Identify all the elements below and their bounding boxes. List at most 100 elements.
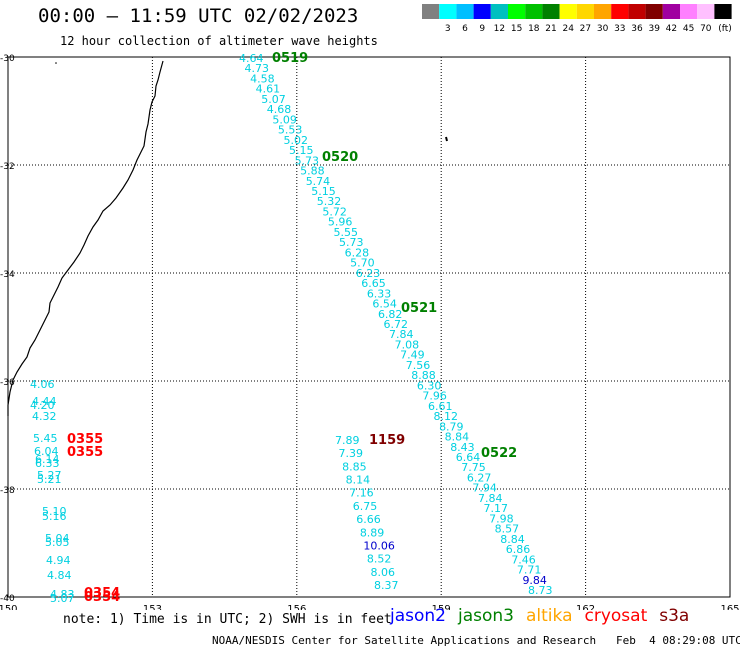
map-subtitle: 12 hour collection of altimeter wave hei…: [60, 34, 378, 48]
swh-label: 5.15: [289, 144, 314, 157]
swh-label: 7.84: [389, 328, 414, 341]
colorbar-label: 33: [614, 24, 625, 34]
legend-cryosat: cryosat: [584, 606, 648, 626]
colorbar-swatch: [525, 4, 543, 19]
swh-label: 5.96: [328, 216, 353, 229]
swh-label: 8.88: [411, 369, 436, 382]
swh-label: 7.56: [406, 359, 431, 372]
swh-label: 7.08: [395, 338, 420, 351]
swh-label: 6.33: [367, 287, 392, 300]
colorbar-swatch: [680, 4, 698, 19]
swh-label: 5.15: [311, 185, 336, 198]
swh-label: 5.02: [283, 134, 308, 147]
swh-label: 5.74: [306, 175, 331, 188]
swh-label: 5.53: [278, 124, 303, 137]
longitude-label: 162: [576, 604, 595, 610]
map-frame: [7, 56, 731, 598]
swh-label: 8.43: [450, 441, 475, 454]
swh-label: 7.75: [461, 461, 486, 474]
swh-label: 5.09: [272, 113, 297, 126]
pass-time-label: 0521: [401, 301, 437, 316]
latitude-label: -38: [0, 486, 15, 496]
swh-label: 8.37: [374, 579, 399, 592]
swh-label: 8.85: [342, 460, 367, 473]
swh-label: 5.45: [33, 432, 58, 445]
swh-label: 5.72: [322, 205, 347, 218]
swh-label: 6.33: [35, 457, 60, 470]
swh-label: 8.06: [370, 566, 395, 579]
swh-label: 6.54: [372, 298, 397, 311]
colorbar-label: 39: [648, 24, 660, 34]
swh-label: 6.82: [378, 308, 403, 321]
longitude-label: 165: [720, 604, 739, 610]
colorbar-label: 70: [700, 24, 712, 34]
latitude-label: -40: [0, 594, 15, 604]
colorbar-label: 15: [511, 24, 522, 34]
swh-label: 5.10: [42, 505, 67, 518]
swh-label: 7.98: [489, 512, 514, 525]
swh-label: 5.73: [295, 154, 320, 167]
swh-label: 5.73: [339, 236, 364, 249]
colorbar-label: 24: [562, 24, 574, 34]
swh-label: 4.32: [32, 410, 57, 423]
pass-time-label: 0520: [322, 150, 358, 165]
island-marker: [445, 136, 448, 142]
swh-label: 6.61: [428, 400, 453, 413]
colorbar-label: 30: [597, 24, 609, 34]
colorbar-swatch: [473, 4, 491, 19]
colorbar-label: 27: [580, 24, 591, 34]
swh-label: 7.94: [472, 482, 497, 495]
swh-label: 4.61: [256, 83, 281, 96]
swh-label: 6.72: [384, 318, 409, 331]
swh-label: 8.84: [445, 431, 470, 444]
swh-label: 6.14: [35, 453, 60, 466]
swh-label: 4.58: [250, 72, 275, 85]
pass-time-label: 0354: [84, 590, 120, 605]
latitude-label: -34: [0, 270, 15, 280]
swh-label: 8.84: [500, 533, 525, 546]
swh-label: 6.75: [353, 500, 378, 513]
swh-label: 5.07: [261, 93, 286, 106]
legend-s3a: s3a: [659, 606, 690, 626]
swh-label: 6.66: [356, 513, 381, 526]
colorbar-swatch: [422, 4, 440, 19]
swh-label: 4.94: [46, 554, 71, 567]
swh-label: 7.96: [422, 390, 447, 403]
swh-label: 6.04: [34, 445, 59, 458]
swh-label: 7.17: [484, 502, 509, 515]
swh-label: 4.83: [50, 588, 75, 601]
altimeter-map: 150 153 156 159 162 165 -30 -32 -34 -36 -38 -40 4.64…: [0, 51, 740, 610]
colorbar-swatch: [456, 4, 474, 19]
swh-label: 6.65: [361, 277, 386, 290]
pass-time-label: 0355: [67, 432, 103, 447]
swh-label: 5.55: [333, 226, 358, 239]
colorbar-swatch: [697, 4, 715, 19]
swh-label: 7.89: [335, 434, 360, 447]
swh-label: 4.06: [30, 378, 55, 391]
swh-label: 6.64: [456, 451, 481, 464]
swh-label: 5.16: [42, 510, 67, 523]
swh-label: 4.44: [32, 395, 57, 408]
swh-label: 6.27: [467, 471, 492, 484]
swh-label: 5.70: [350, 257, 375, 270]
swh-label: 8.79: [439, 420, 464, 433]
colorbar-swatch: [559, 4, 577, 19]
swh-label: 7.39: [339, 447, 364, 460]
longitude-label: 156: [287, 604, 306, 610]
swh-label: 10.06: [363, 539, 395, 552]
pass-time-label: 1159: [369, 433, 405, 448]
swh-label: 4.20: [30, 399, 55, 412]
longitude-label: 150: [0, 604, 18, 610]
island-dot: [55, 62, 57, 64]
swh-label: 8.12: [434, 410, 459, 423]
swh-label: 5.04: [45, 532, 70, 545]
colorbar-label: 6: [462, 24, 468, 34]
coastline: [7, 60, 164, 416]
swh-label: 6.28: [345, 246, 370, 259]
swh-label: 7.49: [400, 349, 425, 362]
map-title: 00:00 – 11:59 UTC 02/02/2023: [38, 5, 359, 27]
satellite-legend: jason2 jason3 altika cryosat s3a: [390, 606, 701, 626]
colorbar-swatch: [628, 4, 646, 19]
colorbar-swatch: [508, 4, 526, 19]
latitude-label: -36: [0, 378, 15, 388]
